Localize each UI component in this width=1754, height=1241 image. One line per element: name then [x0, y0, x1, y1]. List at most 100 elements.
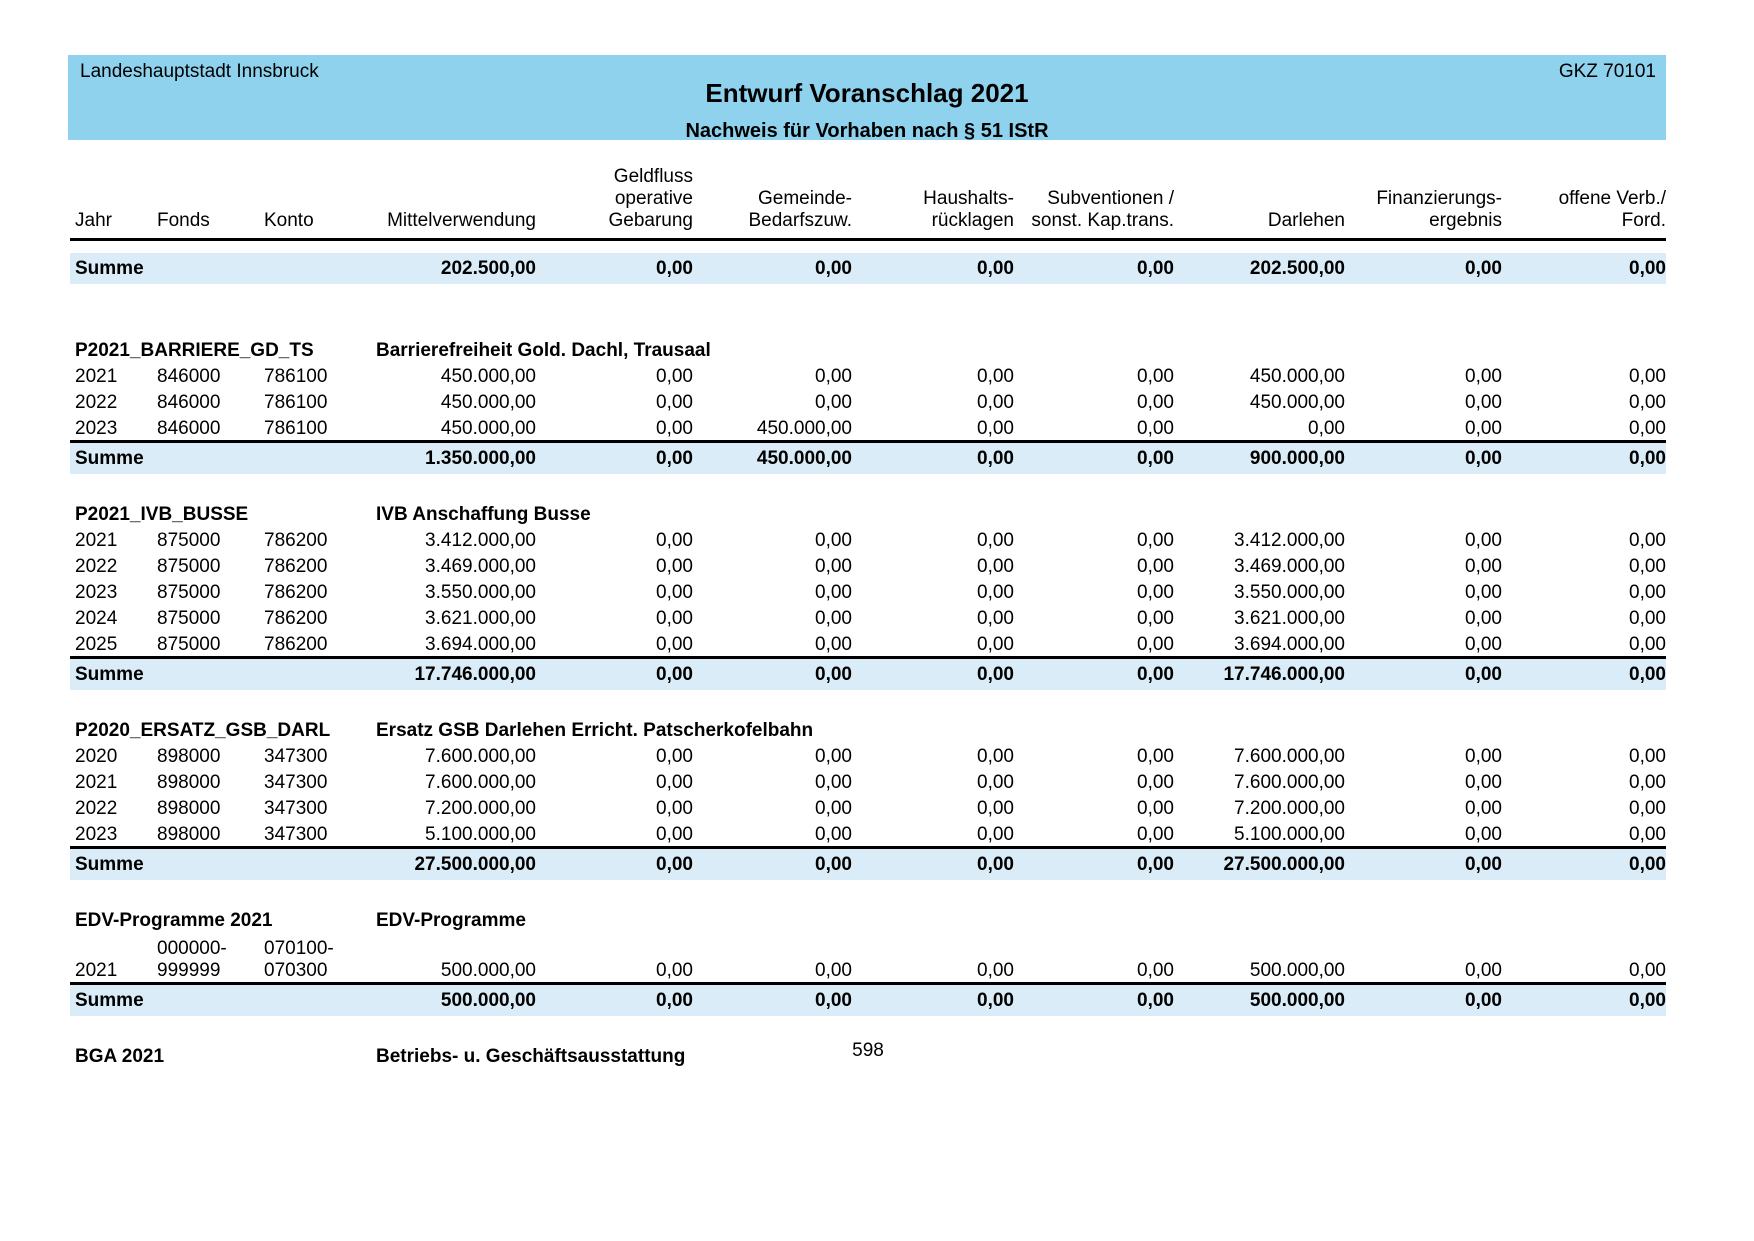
cell-value: 0,00	[815, 746, 852, 767]
spacer-cell	[70, 880, 1666, 902]
cell-value: 0,00	[656, 608, 693, 629]
cell-value: 0,00	[1465, 824, 1502, 845]
cell-value: 0,00	[1629, 582, 1666, 603]
cell-value: 0,00	[815, 392, 852, 413]
cell-value: 0,00	[977, 582, 1014, 603]
cell-value: 0,00	[815, 608, 852, 629]
section-header-row: BGA 2021 Betriebs- u. Geschäftsausstattun…	[70, 1038, 1666, 1068]
sum-value: 0,00	[1345, 253, 1502, 284]
cell-value: 0,00	[977, 798, 1014, 819]
cell-value: 5.100.000,00	[425, 824, 536, 845]
cell-fonds: 898000	[157, 824, 221, 845]
spacer-cell	[70, 284, 1666, 332]
cell-jahr: 2023	[75, 418, 118, 439]
cell-jahr: 2020	[75, 746, 118, 767]
spacer-row	[70, 690, 1666, 712]
cell-value: 0,00	[1137, 824, 1174, 845]
cell-jahr: 2021	[75, 530, 118, 551]
cell-value: 7.200.000,00	[425, 798, 536, 819]
cell-fonds: 000000- 999999	[157, 938, 227, 981]
cell-value: 0,00	[1629, 798, 1666, 819]
cell-value: 0,00	[1629, 746, 1666, 767]
cell-value: 0,00	[977, 366, 1014, 387]
cell-konto: 347300	[264, 824, 328, 845]
sum-value: 17.746.000,00	[376, 656, 536, 690]
sum-value: 0,00	[1345, 656, 1502, 690]
cell-value: 0,00	[1629, 418, 1666, 439]
cell-value: 0,00	[1629, 634, 1666, 655]
document-title: Entwurf Voranschlag 2021	[705, 78, 1029, 108]
section-description: Ersatz GSB Darlehen Erricht. Patscherkof…	[376, 720, 814, 741]
sum-value: 27.500.000,00	[376, 846, 536, 880]
sum-value: 0,00	[852, 982, 1014, 1016]
section-code: P2020_ERSATZ_GSB_DARL	[75, 720, 331, 741]
table-row: 2021 875000 786200 3.412.000,00 0,00 0,00 0,00…	[70, 526, 1666, 552]
cell-value: 3.412.000,00	[425, 530, 536, 551]
cell-value: 0,00	[1308, 418, 1345, 439]
sum-value: 500.000,00	[1174, 982, 1345, 1016]
cell-value: 0,00	[977, 392, 1014, 413]
cell-value: 3.469.000,00	[1234, 556, 1345, 577]
cell-value: 0,00	[1629, 392, 1666, 413]
sum-label: Summe	[70, 846, 376, 880]
cell-value: 0,00	[656, 634, 693, 655]
cell-value: 7.600.000,00	[425, 746, 536, 767]
cell-konto: 347300	[264, 746, 328, 767]
sum-value: 0,00	[536, 846, 693, 880]
col-header-fonds: Fonds	[150, 160, 258, 241]
cell-value: 0,00	[977, 634, 1014, 655]
table-row: 2021 898000 347300 7.600.000,00 0,00 0,00 0,00…	[70, 768, 1666, 794]
table-row: 2022 875000 786200 3.469.000,00 0,00 0,00 0,00…	[70, 552, 1666, 578]
sum-value: 0,00	[693, 253, 852, 284]
cell-value: 0,00	[1629, 556, 1666, 577]
cell-value: 450.000,00	[1249, 366, 1345, 387]
cell-value: 3.621.000,00	[425, 608, 536, 629]
page-number: 598	[852, 1040, 884, 1061]
section-header-row: P2020_ERSATZ_GSB_DARL Ersatz GSB Darlehen…	[70, 712, 1666, 742]
cell-value: 0,00	[1629, 772, 1666, 793]
sum-value: 27.500.000,00	[1174, 846, 1345, 880]
cell-value: 0,00	[1465, 392, 1502, 413]
col-header-darlehen: Darlehen	[1174, 160, 1345, 241]
table-row: 2020 898000 347300 7.600.000,00 0,00 0,00 0,00…	[70, 742, 1666, 768]
section-description: Barrierefreiheit Gold. Dachl, Trausaal	[376, 340, 711, 361]
cell-value: 0,00	[1137, 418, 1174, 439]
cell-value: 0,00	[1137, 530, 1174, 551]
col-header-jahr: Jahr	[70, 160, 150, 241]
table-row: 2022 846000 786100 450.000,00 0,00 0,00 0,00 0,…	[70, 388, 1666, 414]
cell-value: 0,00	[977, 772, 1014, 793]
gkz-code: GKZ 70101	[1558, 61, 1656, 82]
page-header-band: Landeshauptstadt Innsbruck GKZ 70101 Ent…	[68, 55, 1666, 142]
sum-value: 0,00	[1502, 982, 1666, 1016]
sum-label: Summe	[70, 253, 376, 284]
cell-value: 0,00	[977, 530, 1014, 551]
cell-value: 0,00	[1465, 960, 1502, 981]
cell-value: 7.600.000,00	[1234, 772, 1345, 793]
col-header-haushaltsruecklagen: Haushalts- rücklagen	[852, 160, 1014, 241]
sum-value: 0,00	[536, 253, 693, 284]
section-description: IVB Anschaffung Busse	[376, 504, 591, 525]
cell-jahr: 2025	[75, 634, 118, 655]
spacer-cell	[70, 240, 1666, 254]
cell-fonds: 898000	[157, 746, 221, 767]
sum-value: 1.350.000,00	[376, 440, 536, 474]
cell-value: 450.000,00	[440, 366, 536, 387]
sum-value: 450.000,00	[693, 440, 852, 474]
section-total-row: Summe 500.000,00 0,00 0,00 0,00 0,00 500.000,0…	[70, 982, 1666, 1016]
spacer-row	[70, 474, 1666, 496]
cell-value: 0,00	[1137, 582, 1174, 603]
cell-value: 0,00	[815, 960, 852, 981]
sum-label: Summe	[70, 656, 376, 690]
table-row: 2025 875000 786200 3.694.000,00 0,00 0,00 0,00…	[70, 630, 1666, 658]
cell-fonds: 846000	[157, 418, 221, 439]
cell-value: 7.200.000,00	[1234, 798, 1345, 819]
cell-jahr: 2023	[75, 582, 118, 603]
sum-value: 0,00	[1014, 982, 1174, 1016]
cell-value: 0,00	[1137, 366, 1174, 387]
col-header-konto: Konto	[258, 160, 376, 241]
sum-value: 500.000,00	[376, 982, 536, 1016]
cell-value: 0,00	[1465, 582, 1502, 603]
cell-value: 0,00	[1137, 634, 1174, 655]
cell-jahr: 2021	[75, 772, 118, 793]
cell-konto: 786100	[264, 418, 328, 439]
